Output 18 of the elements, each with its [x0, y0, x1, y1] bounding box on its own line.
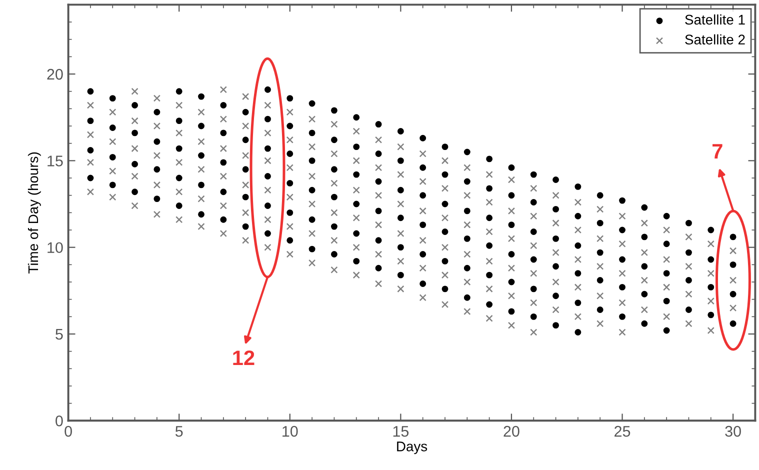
legend-label: Satellite 1	[685, 14, 745, 25]
y-tick-label: 20	[47, 68, 63, 80]
x-tick-label: 25	[614, 426, 630, 437]
annotation: 12	[233, 350, 254, 366]
x-tick-label: 10	[282, 426, 298, 437]
y-tick-label: 0	[56, 416, 63, 426]
x-axis-title: Days	[397, 442, 428, 454]
y-tick-label: 10	[48, 242, 63, 254]
y-axis-title: Time of Day (hours)	[28, 152, 41, 274]
annotation: 7	[712, 144, 722, 158]
x-tick-label: 5	[175, 426, 183, 437]
x-tick-label: 30	[725, 426, 741, 437]
x-tick-label: 15	[393, 426, 409, 437]
y-tick-label: 15	[48, 156, 63, 166]
legend-label: Satellite 2	[685, 34, 745, 45]
y-tick-label: 5	[56, 329, 63, 340]
x-tick-label: 20	[504, 426, 520, 437]
x-tick-label: 0	[64, 426, 72, 437]
